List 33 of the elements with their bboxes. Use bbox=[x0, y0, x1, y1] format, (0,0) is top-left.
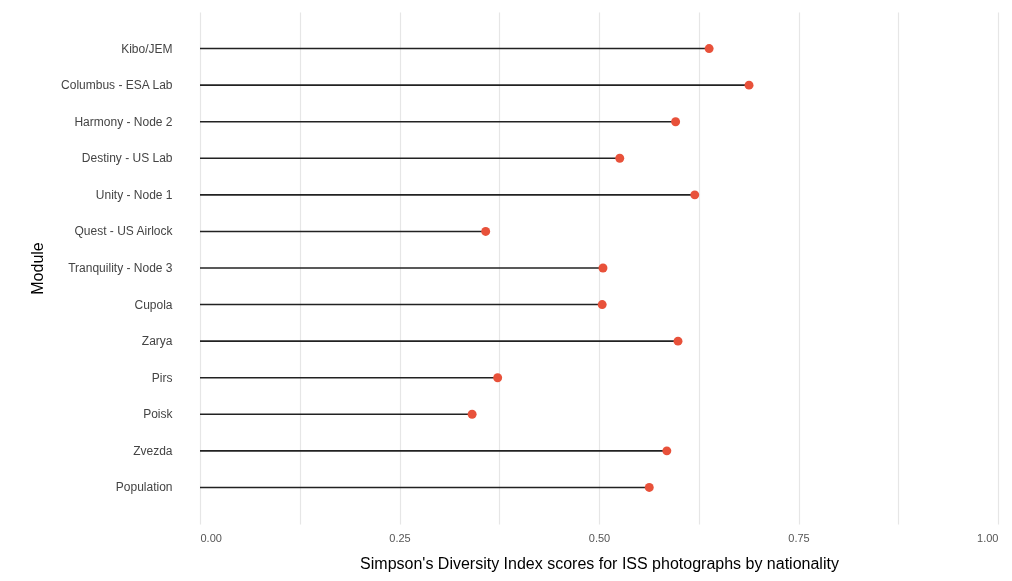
point bbox=[704, 44, 714, 54]
point bbox=[597, 300, 607, 310]
x-tick-label: 0.25 bbox=[389, 531, 411, 544]
point bbox=[493, 373, 503, 383]
y-tick-label: Harmony - Node 2 bbox=[74, 114, 173, 129]
point bbox=[744, 80, 754, 90]
y-tick-label: Population bbox=[115, 480, 173, 495]
y-tick-label: Quest - US Airlock bbox=[74, 224, 174, 239]
y-tick-label: Poisk bbox=[143, 407, 174, 422]
point bbox=[662, 446, 672, 456]
y-axis-title: Module bbox=[29, 242, 47, 295]
x-tick-label: 0.00 bbox=[200, 531, 222, 544]
y-tick-label: Pirs bbox=[151, 370, 173, 385]
y-tick-label: Cupola bbox=[134, 297, 173, 312]
x-tick-label: 1.00 bbox=[977, 531, 999, 544]
x-tick-label: 0.75 bbox=[788, 531, 810, 544]
point bbox=[644, 482, 654, 492]
point bbox=[673, 336, 683, 346]
y-tick-label: Destiny - US Lab bbox=[81, 151, 173, 166]
y-tick-label: Kibo/JEM bbox=[121, 41, 173, 56]
point bbox=[690, 190, 700, 200]
point bbox=[671, 117, 681, 127]
point bbox=[598, 263, 608, 273]
y-tick-label: Unity - Node 1 bbox=[95, 187, 173, 202]
point bbox=[481, 226, 491, 236]
x-tick-label: 0.50 bbox=[588, 531, 611, 544]
y-tick-label: Zvezda bbox=[133, 443, 173, 458]
x-axis-title: Simpson's Diversity Index scores for ISS photographs by nationality bbox=[360, 554, 839, 572]
point bbox=[615, 153, 625, 163]
point bbox=[467, 409, 477, 419]
y-tick-label: Columbus - ESA Lab bbox=[61, 78, 173, 93]
y-tick-label: Tranquility - Node 3 bbox=[68, 261, 173, 275]
y-tick-label: Zarya bbox=[141, 334, 173, 349]
